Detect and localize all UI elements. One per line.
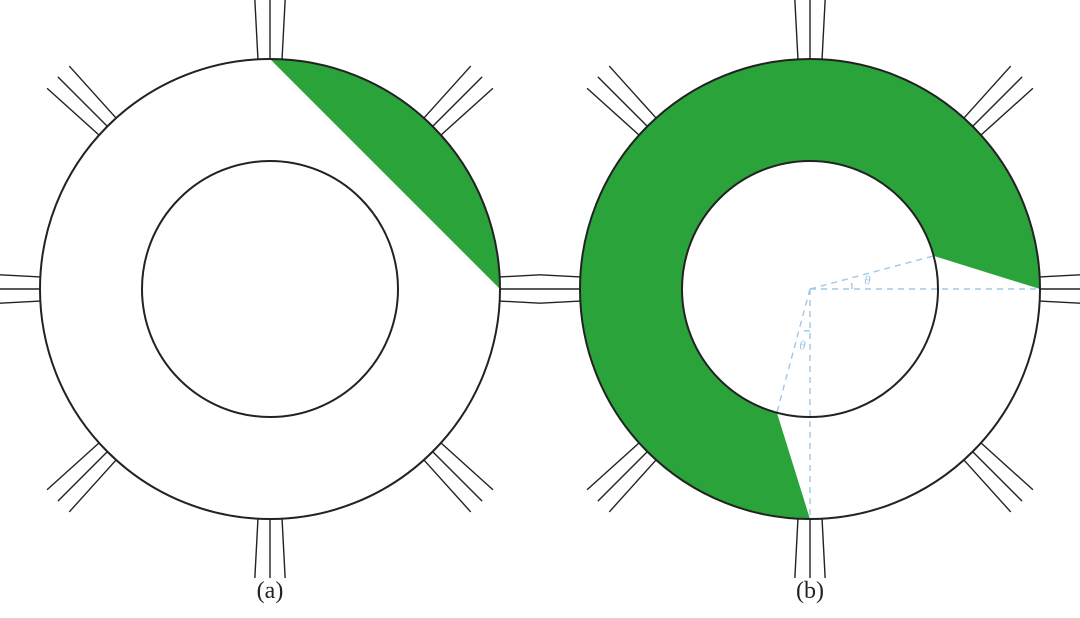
caption-b: (b) xyxy=(540,578,1080,618)
caption-row: (a) (b) xyxy=(0,578,1080,618)
panel-a xyxy=(0,0,570,578)
diagram-svg: θθ xyxy=(0,0,1080,578)
svg-text:θ: θ xyxy=(864,272,871,287)
caption-a: (a) xyxy=(0,578,540,618)
svg-text:θ: θ xyxy=(799,337,806,352)
figure-container: θθ (a) (b) xyxy=(0,0,1080,618)
panel-b: θθ xyxy=(510,0,1080,578)
